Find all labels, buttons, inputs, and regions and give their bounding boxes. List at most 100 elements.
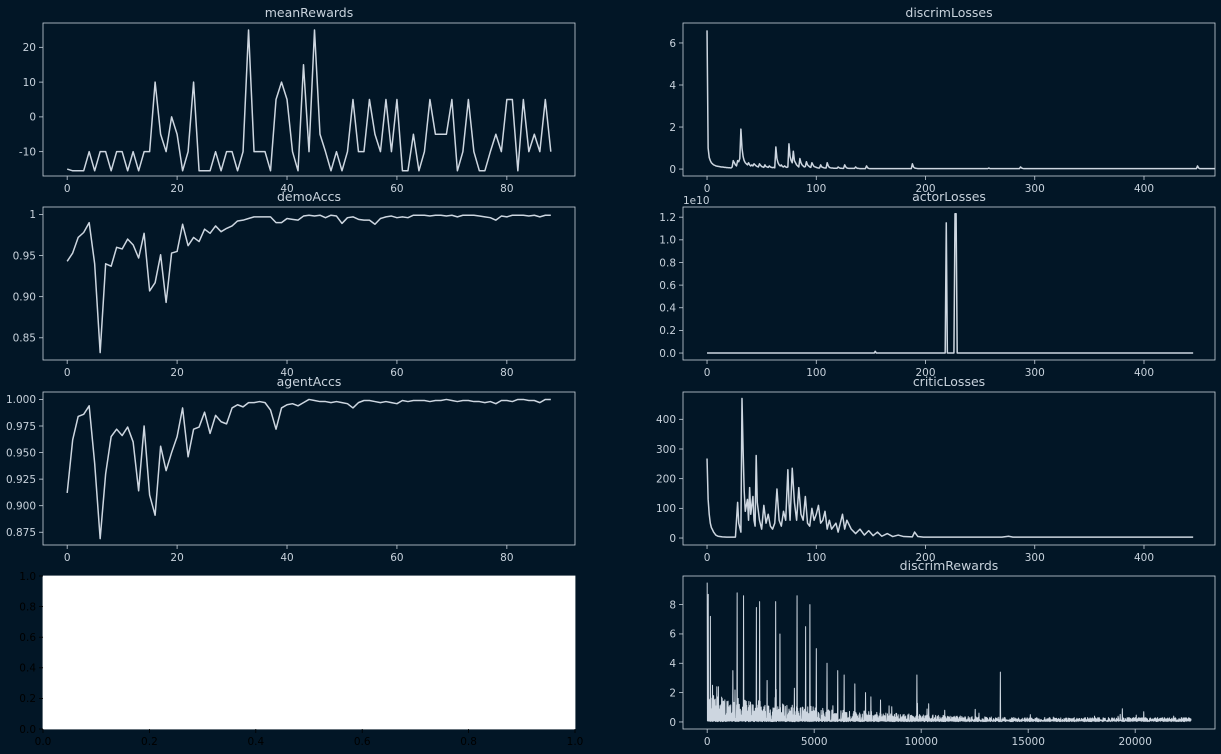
x-tick-label: 20000: [1118, 736, 1151, 748]
subplot-discrimLosses: discrimLosses 0 100 200 300 400 0 2 4 6: [669, 5, 1216, 195]
chart-title: actorLosses: [912, 189, 986, 204]
subplot-meanRewards: meanRewards 0 20 40 60 80 -10 0 10 20: [19, 5, 576, 195]
y-tick-label: 0.8: [19, 601, 36, 613]
y-tick-label: 2: [669, 122, 676, 134]
y-tick-label: 0.925: [6, 474, 36, 486]
y-tick-label: 200: [656, 473, 676, 485]
x-tick-label: 0: [704, 552, 711, 564]
axes-frame: [682, 575, 1216, 730]
x-tick-label: 60: [390, 552, 403, 564]
y-tick-label: 4: [669, 658, 676, 670]
y-tick-label: 0: [29, 112, 36, 124]
x-tick-label: 80: [500, 552, 513, 564]
y-tick-label: -10: [19, 146, 36, 158]
axes-frame: [42, 391, 576, 546]
subplot-agentAccs: agentAccs 0 20 40 60 80 0.875 0.900 0.925 0.950 0.…: [6, 374, 576, 564]
x-tick-label: 400: [1134, 183, 1154, 195]
y-tick-label: 0: [669, 533, 676, 545]
y-tick-label: 1.0: [659, 235, 676, 247]
y-offset-label: 1e10: [683, 195, 710, 207]
x-tick-label: 400: [1134, 552, 1154, 564]
x-tick-label: 0.2: [141, 736, 158, 748]
y-tick-label: 0.8: [659, 257, 676, 269]
y-tick-label: 6: [669, 38, 676, 50]
series-line-actorLosses: [707, 213, 1194, 354]
subplot-discrimRewards: discrimRewards 0 5000 10000 15000 20000 0 2 4 6 8: [669, 558, 1216, 748]
x-tick-label: 0: [704, 367, 711, 379]
x-tick-label: 80: [500, 367, 513, 379]
x-tick-label: 60: [390, 183, 403, 195]
x-tick-label: 10000: [904, 736, 937, 748]
x-tick-label: 15000: [1011, 736, 1044, 748]
y-tick-label: 0.6: [659, 280, 676, 292]
x-tick-label: 0: [704, 183, 711, 195]
y-tick-label: 4: [669, 80, 676, 92]
y-tick-label: 6: [669, 629, 676, 641]
x-tick-label: 400: [1134, 367, 1154, 379]
y-tick-label: 0: [669, 717, 676, 729]
subplot-criticLosses: criticLosses 0 100 200 300 400 0 100 200 300 400: [656, 374, 1216, 564]
x-tick-label: 80: [500, 183, 513, 195]
y-tick-label: 10: [23, 77, 36, 89]
series-line-demoAccs: [66, 214, 551, 354]
x-tick-label: 0.6: [354, 736, 371, 748]
subplot-actorLosses: actorLosses 0 100 200 300 400 0.0 0.2 0.4 0.6 0.8 1…: [659, 189, 1216, 379]
x-tick-label: 0.0: [35, 736, 52, 748]
axes-frame: [682, 391, 1216, 546]
y-tick-label: 0.2: [659, 325, 676, 337]
axes-frame: [42, 206, 576, 361]
y-tick-label: 0.85: [13, 333, 36, 345]
x-tick-label: 40: [280, 552, 293, 564]
y-tick-label: 0.900: [6, 500, 36, 512]
x-tick-label: 300: [1025, 552, 1045, 564]
y-tick-label: 2: [669, 687, 676, 699]
x-tick-label: 40: [280, 183, 293, 195]
x-tick-label: 0.4: [247, 736, 264, 748]
x-tick-label: 40: [280, 367, 293, 379]
y-tick-label: 0.875: [6, 527, 36, 539]
y-tick-label: 1.000: [6, 394, 36, 406]
chart-title: agentAccs: [277, 374, 342, 389]
y-tick-label: 300: [656, 444, 676, 456]
y-tick-label: 0.90: [13, 291, 36, 303]
x-tick-label: 100: [806, 552, 826, 564]
x-tick-label: 5000: [801, 736, 828, 748]
x-tick-label: 20: [170, 183, 183, 195]
x-tick-label: 0: [64, 183, 71, 195]
subplot-demoAccs: demoAccs 0 20 40 60 80 0.85 0.90 0.95 1: [13, 189, 576, 379]
y-tick-label: 0.6: [19, 632, 36, 644]
series-line-agentAccs: [66, 398, 551, 540]
y-tick-label: 0.0: [659, 348, 676, 360]
x-tick-label: 0: [64, 367, 71, 379]
axes-frame: [682, 22, 1216, 177]
y-tick-label: 20: [23, 42, 36, 54]
x-tick-label: 0: [64, 552, 71, 564]
chart-title: meanRewards: [265, 5, 354, 20]
y-tick-label: 0.975: [6, 421, 36, 433]
x-tick-label: 0: [704, 736, 711, 748]
series-line-discrimRewards: [706, 582, 1192, 723]
axes-frame: [682, 206, 1216, 361]
chart-title: discrimRewards: [900, 558, 999, 573]
y-tick-label: 0: [669, 164, 676, 176]
y-tick-label: 0.4: [659, 303, 676, 315]
y-tick-label: 0.95: [13, 250, 36, 262]
x-tick-label: 200: [915, 552, 935, 564]
x-tick-label: 100: [806, 367, 826, 379]
x-tick-label: 60: [390, 367, 403, 379]
chart-title: criticLosses: [913, 374, 985, 389]
y-tick-label: 8: [669, 599, 676, 611]
x-tick-label: 200: [915, 367, 935, 379]
chart-title: demoAccs: [277, 189, 341, 204]
y-tick-label: 100: [656, 503, 676, 515]
y-tick-label: 1: [29, 209, 36, 221]
series-line-meanRewards: [66, 29, 552, 172]
x-tick-label: 200: [915, 183, 935, 195]
series-line-discrimLosses: [706, 30, 1215, 170]
x-tick-label: 0.8: [460, 736, 477, 748]
y-tick-label: 0.2: [19, 693, 36, 705]
y-tick-label: 0.950: [6, 447, 36, 459]
y-tick-label: 0.0: [19, 724, 36, 736]
